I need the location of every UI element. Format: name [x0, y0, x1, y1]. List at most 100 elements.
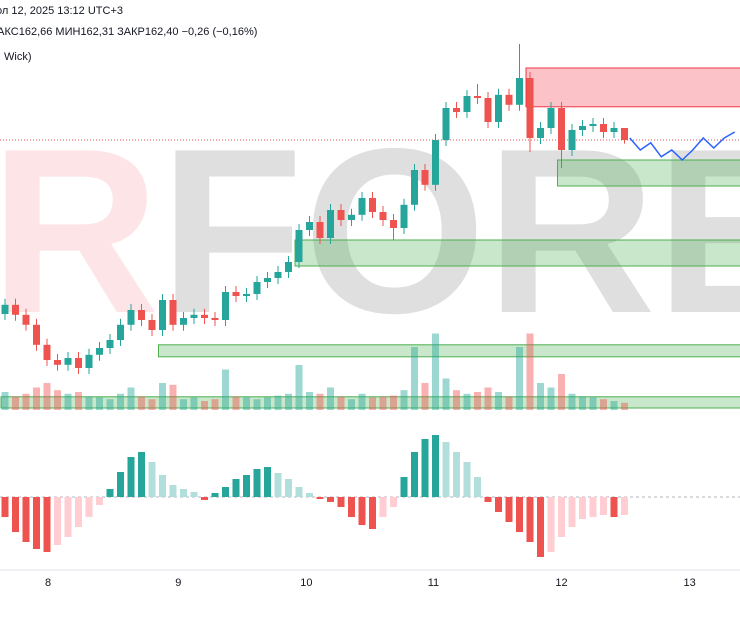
histogram-bar	[442, 442, 450, 497]
zone	[525, 67, 740, 108]
candle-body	[453, 108, 460, 112]
volume-bar	[127, 387, 135, 410]
histogram-bar	[211, 493, 219, 497]
volume-bar	[1, 392, 9, 410]
volume-bar	[274, 395, 282, 410]
candle-body	[54, 360, 61, 365]
volume-bar	[106, 399, 114, 410]
volume-bar	[600, 399, 607, 410]
candle-body	[106, 340, 114, 348]
candle-body	[33, 324, 40, 345]
volume-bar	[327, 387, 334, 410]
volume-bar	[537, 383, 544, 410]
indicator-label: Wick)	[4, 51, 32, 63]
header-ohlc: МАКС162,66 МИН162,31 ЗАКР162,40 −0,26 (−…	[0, 26, 257, 38]
histogram-bar	[106, 489, 114, 497]
candle-body	[285, 262, 292, 272]
histogram-bar	[306, 493, 313, 497]
histogram-bar	[432, 435, 439, 497]
volume-bar	[432, 333, 439, 410]
candle-body	[274, 272, 282, 278]
candle-body	[369, 198, 376, 212]
candle-body	[337, 210, 345, 220]
candle-body	[22, 314, 30, 325]
histogram-bar	[421, 439, 429, 497]
histogram-bar	[253, 469, 261, 497]
candle-body	[495, 94, 502, 122]
histogram-bar	[537, 497, 544, 557]
histogram-bar	[358, 497, 366, 525]
candle-body	[190, 314, 198, 318]
volume-bar	[358, 393, 366, 410]
histogram-bar	[327, 497, 334, 502]
zone	[557, 159, 740, 187]
candle-body	[232, 292, 240, 296]
volume-bar	[243, 397, 250, 410]
x-tick-label: 9	[175, 577, 181, 589]
candle-body	[484, 98, 492, 122]
histogram-bar	[232, 479, 240, 497]
candle-body	[516, 78, 523, 105]
candle-body	[43, 344, 51, 360]
histogram-bar	[589, 497, 597, 517]
header-datetime: Июл 12, 2025 13:12 UTC+3	[0, 5, 123, 17]
volume-bar	[12, 396, 19, 410]
volume-bar	[306, 392, 313, 410]
volume-bar	[117, 393, 124, 410]
histogram-bar	[285, 479, 292, 497]
volume-bar	[169, 384, 177, 410]
histogram-bar	[96, 497, 103, 505]
candle-body	[568, 130, 576, 150]
candle-body	[610, 128, 618, 132]
candle-body	[243, 294, 250, 296]
candle-body	[558, 108, 565, 150]
candle-body	[442, 108, 450, 140]
volume-bar	[621, 402, 628, 410]
candle-body	[253, 282, 261, 294]
volume-bar	[190, 397, 198, 410]
candle-body	[621, 128, 628, 140]
histogram-bar	[33, 497, 40, 549]
histogram-bar	[610, 497, 618, 517]
histogram-bar	[274, 473, 282, 497]
candle-body	[400, 204, 408, 228]
candle-body	[180, 318, 187, 325]
candle-body	[474, 96, 481, 98]
volume-bar	[64, 393, 72, 410]
candle-body	[159, 300, 166, 330]
zone	[294, 239, 740, 267]
candle-body	[75, 358, 82, 368]
candle-body	[316, 222, 324, 238]
volume-bar	[159, 383, 166, 410]
histogram-bar	[463, 462, 471, 497]
volume-bar	[96, 397, 103, 410]
candle-body	[264, 278, 271, 282]
volume-bar	[201, 401, 208, 410]
histogram-bar	[484, 497, 492, 502]
volume-bar	[463, 393, 471, 410]
volume-bar	[453, 390, 460, 410]
watermark: RFOREX.c	[0, 99, 740, 362]
candle-body	[138, 310, 145, 320]
histogram-bar	[169, 485, 177, 497]
volume-bar	[547, 387, 555, 410]
histogram-bar	[400, 477, 408, 497]
histogram-bar	[138, 452, 145, 497]
histogram-bar	[180, 489, 187, 497]
watermark-part: FOREX	[160, 99, 740, 362]
histogram-bar	[75, 497, 82, 527]
volume-bar	[484, 387, 492, 410]
histogram-bar	[43, 497, 51, 552]
candle-body	[306, 222, 313, 230]
candle-body	[348, 214, 355, 220]
volume-bar	[558, 374, 565, 410]
candle-body	[295, 230, 303, 262]
histogram-bar	[505, 497, 513, 522]
volume-bar	[85, 396, 93, 410]
volume-bar	[442, 378, 450, 410]
candle-body	[201, 314, 208, 318]
histogram-bar	[411, 452, 418, 497]
histogram-bar	[264, 467, 271, 497]
histogram-bar	[526, 497, 534, 542]
watermark-text: RFOREX.c	[0, 99, 740, 362]
